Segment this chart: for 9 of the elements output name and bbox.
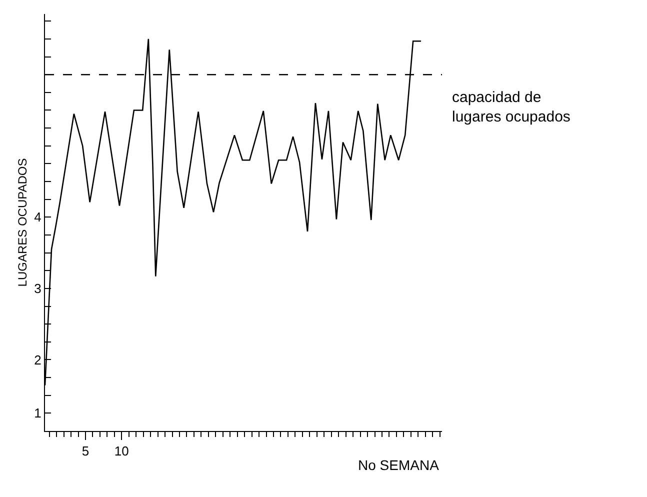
x-tick-label: 5 — [82, 444, 90, 459]
y-tick-label: 2 — [34, 352, 42, 368]
ref-line-label: capacidad de lugares ocupados — [452, 89, 570, 126]
y-tick-label: 4 — [34, 210, 42, 225]
y-axis-title: LUGARES OCUPADOS — [15, 158, 30, 287]
x-axis-title: No SEMANA — [358, 457, 440, 473]
y-tick-label: 3 — [34, 280, 42, 296]
x-tick-label: 10 — [114, 444, 129, 459]
y-tick-label: 1 — [34, 406, 42, 421]
